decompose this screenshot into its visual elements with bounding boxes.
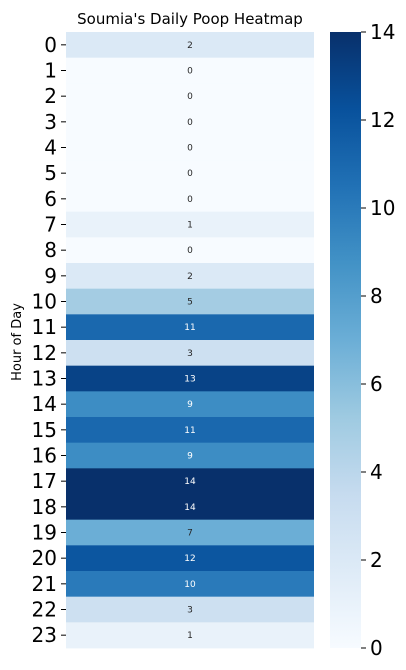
colorbar: 0 2 4 6 8 10 12 14 (330, 20, 395, 660)
y-tick-label: 1 (44, 59, 57, 83)
y-tick-label: 14 (32, 392, 57, 416)
y-tick-label: 5 (44, 161, 57, 185)
cell-value-label: 9 (187, 452, 193, 462)
y-tick-label: 19 (32, 521, 57, 545)
y-tick-label: 18 (32, 495, 57, 519)
heatmap-cell-hour-12 (66, 340, 314, 367)
colorbar-tick-label: 0 (370, 636, 383, 660)
cell-value-label: 11 (184, 426, 195, 436)
colorbar-tick-label: 2 (370, 548, 383, 572)
cell-value-label: 1 (187, 221, 193, 231)
cell-value-label: 0 (187, 118, 193, 128)
cell-value-label: 2 (187, 272, 193, 282)
colorbar-tick-label: 8 (370, 284, 383, 308)
colorbar-tick-label: 14 (370, 20, 395, 44)
y-tick-label: 22 (32, 598, 57, 622)
heatmap-cell-hour-15 (66, 417, 314, 444)
heatmap-cell-hour-16 (66, 442, 314, 469)
heatmap-cell-hour-21 (66, 571, 314, 598)
y-tick-label: 17 (32, 469, 57, 493)
heatmap-cell-hour-22 (66, 596, 314, 623)
y-tick-label: 4 (44, 136, 57, 160)
heatmap-cell-hour-1 (66, 57, 314, 84)
chart-title: Soumia's Daily Poop Heatmap (77, 10, 303, 28)
cell-value-label: 0 (187, 92, 193, 102)
cell-value-label: 2 (187, 41, 193, 51)
cell-value-label: 14 (184, 503, 196, 513)
y-tick-label: 16 (32, 444, 57, 468)
y-tick-label: 9 (44, 264, 57, 288)
y-tick-label: 21 (32, 572, 57, 596)
cell-value-label: 3 (187, 349, 193, 359)
colorbar-tick-label: 10 (370, 196, 395, 220)
y-axis-label: Hour of Day (10, 303, 25, 381)
cell-value-label: 7 (187, 529, 193, 539)
y-tick-label: 12 (32, 341, 57, 365)
cell-value-label: 9 (187, 400, 193, 410)
y-tick-label: 20 (32, 546, 57, 570)
cell-value-label: 12 (184, 554, 195, 564)
heatmap-cell-hour-6 (66, 186, 314, 213)
heatmap-cell-hour-20 (66, 545, 314, 572)
y-tick-label: 0 (44, 33, 57, 57)
cell-value-label: 0 (187, 67, 193, 77)
heatmap-cell-hour-23 (66, 622, 314, 649)
cell-value-label: 11 (184, 323, 195, 333)
y-tick-label: 11 (32, 315, 57, 339)
y-tick-label: 6 (44, 187, 57, 211)
heatmap-cell-hour-11 (66, 314, 314, 341)
cell-value-label: 14 (184, 477, 196, 487)
cell-value-label: 0 (187, 195, 193, 205)
heatmap-cell-hour-3 (66, 109, 314, 136)
y-tick-label: 7 (44, 213, 57, 237)
heatmap-cell-hour-19 (66, 519, 314, 546)
cell-value-label: 0 (187, 144, 193, 154)
cell-value-label: 3 (187, 606, 193, 616)
cell-value-label: 1 (187, 631, 193, 641)
heatmap-cell-hour-18 (66, 494, 314, 521)
colorbar-gradient (330, 32, 361, 648)
heatmap-cell-hour-10 (66, 288, 314, 315)
heatmap-cell-hour-13 (66, 365, 314, 392)
heatmap-cell-hour-8 (66, 237, 314, 264)
heatmap-cell-hour-14 (66, 391, 314, 418)
y-tick-label: 10 (32, 290, 57, 314)
heatmap-cell-hour-5 (66, 160, 314, 187)
y-tick-label: 15 (32, 418, 57, 442)
colorbar-tick-label: 12 (370, 108, 395, 132)
heatmap-cell-hour-17 (66, 468, 314, 495)
heatmap-cell-hour-7 (66, 211, 314, 238)
heatmap-cell-hour-4 (66, 134, 314, 161)
cell-value-label: 0 (187, 246, 193, 256)
cell-value-label: 0 (187, 169, 193, 179)
cell-value-label: 10 (184, 580, 196, 590)
colorbar-tick-label: 4 (370, 460, 383, 484)
heatmap-cell-hour-9 (66, 263, 314, 290)
y-tick-label: 3 (44, 110, 57, 134)
y-tick-label: 13 (32, 367, 57, 391)
y-tick-label: 23 (32, 623, 57, 647)
colorbar-tick-label: 6 (370, 372, 383, 396)
heatmap-cell-hour-2 (66, 83, 314, 110)
cell-value-label: 5 (187, 298, 193, 308)
heatmap-cell-hour-0 (66, 32, 314, 59)
y-tick-label: 8 (44, 238, 57, 262)
cell-value-label: 13 (184, 375, 195, 385)
y-tick-label: 2 (44, 84, 57, 108)
